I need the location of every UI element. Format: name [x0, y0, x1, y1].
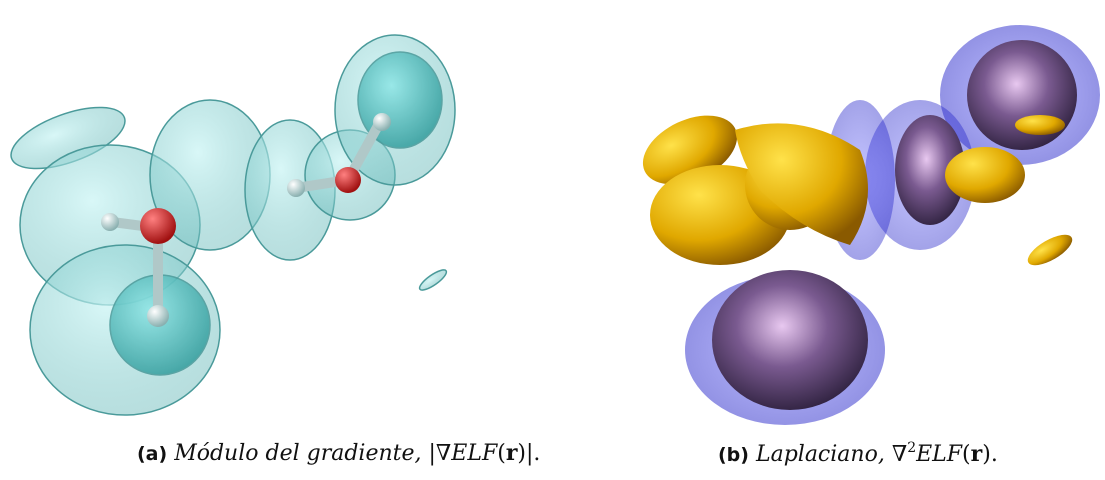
- figure-page: (a) Módulo del gradiente, |∇ELF(r)|. (b)…: [0, 0, 1105, 480]
- formula-part: r: [506, 440, 518, 466]
- formula-part: (: [962, 442, 971, 467]
- caption-a: (a) Módulo del gradiente, |∇ELF(r)|.: [137, 440, 540, 466]
- formula-part: ELF: [916, 442, 962, 467]
- caption-label: (a): [137, 443, 167, 465]
- caption-formula: |∇ELF(r)|.: [429, 441, 541, 466]
- caption-text: Módulo del gradiente,: [174, 441, 421, 466]
- formula-part: r: [971, 441, 983, 467]
- formula-part: ELF: [451, 441, 497, 466]
- formula-part: ).: [982, 442, 998, 467]
- gradient-isosurface: [3, 35, 455, 415]
- formula-part: (: [497, 441, 506, 466]
- caption-formula: ∇2ELF(r).: [892, 442, 998, 467]
- formula-part: |∇: [429, 441, 452, 466]
- formula-part: )|.: [517, 441, 540, 466]
- caption-label: (b): [718, 444, 749, 466]
- formula-part: ∇: [892, 442, 907, 467]
- laplacian-isosurface: [632, 25, 1100, 425]
- formula-part: 2: [907, 440, 916, 456]
- caption-text: Laplaciano,: [756, 442, 885, 467]
- renderings: [0, 0, 1105, 430]
- caption-b: (b) Laplaciano, ∇2ELF(r).: [718, 440, 998, 467]
